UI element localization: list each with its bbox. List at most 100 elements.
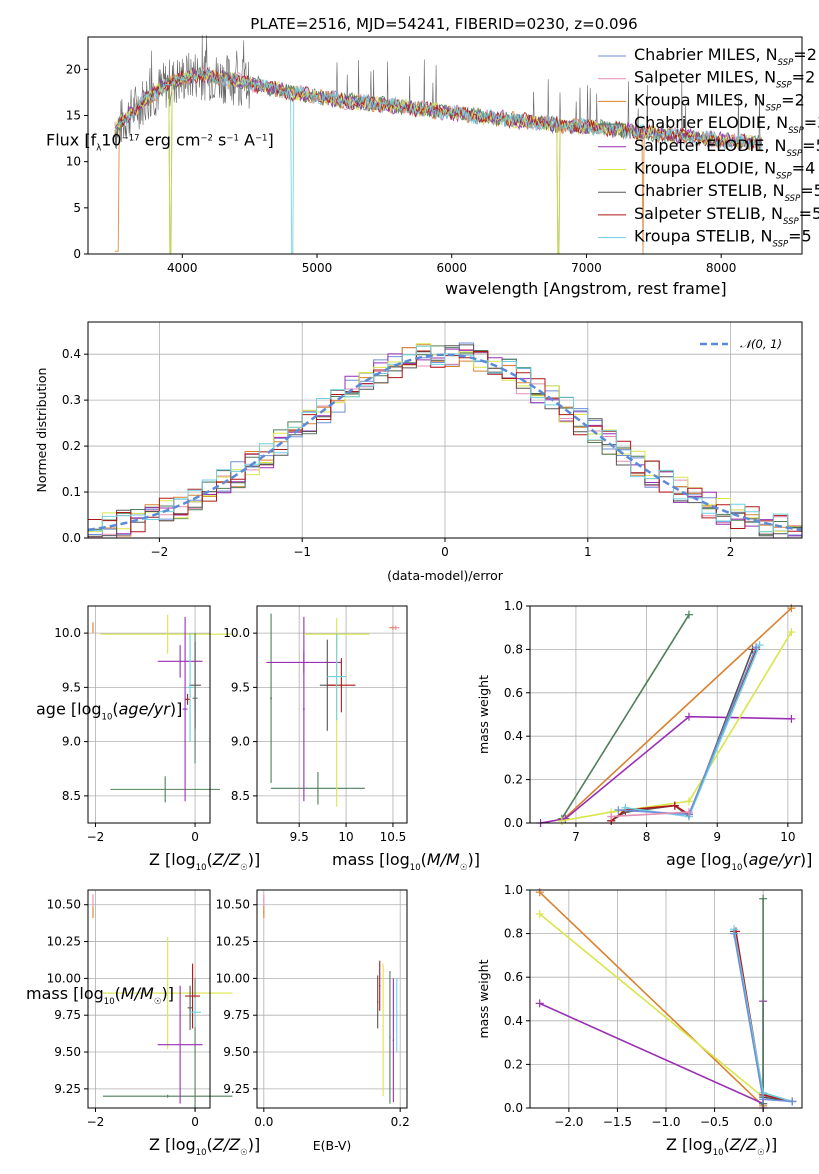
axes-frame: −2 −1 0 1 2 0.0 0.1 0.2 0.3 0.4 (data-model)/error… <box>34 321 803 583</box>
spectrum-line <box>114 67 762 151</box>
x-tick-label: −0.5 <box>700 1115 729 1129</box>
spectrum-line <box>114 68 762 255</box>
-90: Flux [fλ10−17 erg cm−2 s−1 A−1] <box>46 131 274 154</box>
x-tick-label: 10.5 <box>380 830 407 844</box>
x-tick-label: −1.0 <box>651 1115 680 1129</box>
weight-vs-age-plot: 7 8 9 10 0.0 0.2 0.4 0.6 0.8 1.0 age [log10(age/yr… <box>476 599 812 873</box>
axes-frame: 0.0 0.2 9.25 9.50 9.75 10.00 10.25 10.50 E(B-V) <box>216 889 410 1153</box>
weight-line <box>539 913 764 1098</box>
legend: 𝒩(0, 1) <box>700 337 782 351</box>
y-tick-label: 8.5 <box>62 789 81 803</box>
y-tick-label: 0.0 <box>62 531 81 545</box>
data-layer <box>114 35 763 255</box>
y-tick-label: 0.0 <box>504 1101 523 1115</box>
mass-vs-extinction-plot: 0.0 0.2 9.25 9.50 9.75 10.00 10.25 10.50 E(B-V) <box>216 889 410 1153</box>
weight-vs-metallicity-plot: −2.0 −1.5 −1.0 −0.5 0.0 0.0 0.2 0.4 0.6 0.8 1.0 Z [… <box>476 883 803 1158</box>
axes-frame: −2 0 9.25 9.50 9.75 10.00 10.25 10.50 Z [log10(Z… <box>26 889 260 1158</box>
x-tick-label: 0.0 <box>254 1115 273 1129</box>
y-tick-label: 9.25 <box>223 1082 250 1096</box>
weight-line <box>561 607 792 822</box>
weight-line <box>539 1001 764 1108</box>
axes-border <box>87 36 803 255</box>
mass-vs-metallicity-plot: −2 0 9.25 9.50 9.75 10.00 10.25 10.50 Z [log10(Z… <box>26 889 260 1158</box>
y-tick-label: 0.4 <box>62 347 81 361</box>
text: Chabrier STELIB, NSSP=5 <box>634 181 819 204</box>
x-tick-label: 0 <box>191 830 199 844</box>
x-tick-label: 2 <box>727 545 735 559</box>
y-tick-label: 0.4 <box>504 729 523 743</box>
text: wavelength [Angstrom, rest frame] <box>445 279 727 298</box>
x-tick-label: 0.0 <box>754 1115 773 1129</box>
y-tick-label: 9.50 <box>223 1045 250 1059</box>
y-tick-label: 9.0 <box>62 735 81 749</box>
text: Kroupa STELIB, NSSP=5 <box>634 227 812 250</box>
axes-frame: −2 0 8.5 9.0 9.5 10.0 Z [log10(Z/Z☉)] age [log1… <box>36 605 260 873</box>
y-tick-label: 0.3 <box>62 393 81 407</box>
text: Salpeter ELODIE, NSSP=5 <box>634 136 819 159</box>
y-tick-label: 10.0 <box>54 626 81 640</box>
x-axis-label: E(B-V) <box>313 1138 352 1153</box>
x-tick-label: 0 <box>191 1115 199 1129</box>
axes-border <box>256 605 408 824</box>
y-tick-label: 0.0 <box>504 816 523 830</box>
x-tick-label: −2 <box>87 830 105 844</box>
text: Z [log10(Z/Z☉)] <box>666 1135 777 1158</box>
text: Z [log10(Z/Z☉)] <box>149 850 260 873</box>
axes-border <box>256 889 408 1109</box>
y-tick-label: 9.50 <box>54 1045 81 1059</box>
y-tick-label: 0 <box>73 247 81 261</box>
weight-line <box>561 614 690 820</box>
y-tick-label: 0.4 <box>504 1014 523 1028</box>
axes-frame: 7 8 9 10 0.0 0.2 0.4 0.6 0.8 1.0 age [log10(age/yr… <box>476 599 812 873</box>
x-tick-label: −2 <box>87 1115 105 1129</box>
data-layer <box>536 604 796 827</box>
weight-line <box>610 649 754 822</box>
y-tick-label: 9.75 <box>223 1008 250 1022</box>
y-tick-label: 10.25 <box>216 935 250 949</box>
-90: age [log10(age/yr)] <box>36 700 182 723</box>
x-tick-label: 6000 <box>436 261 467 275</box>
data-layer <box>92 614 235 803</box>
age-vs-mass-plot: 9.5 10 10.5 8.5 9.0 9.5 10.0 mass [log10(M/M☉)] <box>223 605 480 873</box>
text: Salpeter STELIB, NSSP=5 <box>634 204 819 227</box>
y-axis-label: mass weight <box>476 959 491 1038</box>
axes-border <box>529 605 803 824</box>
y-tick-label: 0.6 <box>504 686 523 700</box>
x-tick-label: 7000 <box>571 261 602 275</box>
text: Z [log10(Z/Z☉)] <box>149 1135 260 1158</box>
y-tick-label: 10.00 <box>216 971 250 985</box>
text: Chabrier ELODIE, NSSP=3 <box>634 113 819 136</box>
y-tick-label: 10.00 <box>47 971 81 985</box>
axes-frame: −2.0 −1.5 −1.0 −0.5 0.0 0.0 0.2 0.4 0.6 0.8 1.0 Z [… <box>476 883 803 1158</box>
x-tick-label: 0.2 <box>391 1115 410 1129</box>
y-tick-label: 8.5 <box>231 789 250 803</box>
y-tick-label: 0.8 <box>504 642 523 656</box>
y-axis-label: Normed distribution <box>34 368 49 493</box>
y-tick-label: 0.6 <box>504 970 523 984</box>
x-tick-label: 7 <box>572 830 580 844</box>
x-tick-label: 9.5 <box>290 830 309 844</box>
y-tick-label: 0.2 <box>504 1057 523 1071</box>
x-tick-label: 5000 <box>302 261 333 275</box>
age-vs-metallicity-plot: −2 0 8.5 9.0 9.5 10.0 Z [log10(Z/Z☉)] age [log1… <box>36 605 260 873</box>
data-layer <box>87 342 803 539</box>
y-tick-label: 9.0 <box>231 735 250 749</box>
x-tick-label: 0 <box>441 545 449 559</box>
weight-line <box>735 931 793 1103</box>
text: mass [log10(M/M☉)] <box>332 850 480 873</box>
y-tick-label: 9.25 <box>54 1082 81 1096</box>
axes-border <box>87 889 211 1109</box>
grid-lines <box>257 606 407 823</box>
axes-frame: 4000 5000 6000 7000 8000 0 5 10 15 20 wavelength [… <box>46 36 819 298</box>
-90: mass [log10(M/M☉)] <box>26 984 174 1007</box>
y-tick-label: 1.0 <box>504 599 523 613</box>
x-tick-label: 9 <box>713 830 721 844</box>
y-tick-label: 5 <box>73 201 81 215</box>
y-tick-label: 0.8 <box>504 927 523 941</box>
y-tick-label: 0.2 <box>504 773 523 787</box>
y-tick-label: 9.5 <box>62 680 81 694</box>
figure-title: PLATE=2516, MJD=54241, FIBERID=0230, z=0… <box>250 15 637 33</box>
y-tick-label: 10.50 <box>216 898 250 912</box>
legend-entry: 𝒩(0, 1) <box>740 337 782 351</box>
